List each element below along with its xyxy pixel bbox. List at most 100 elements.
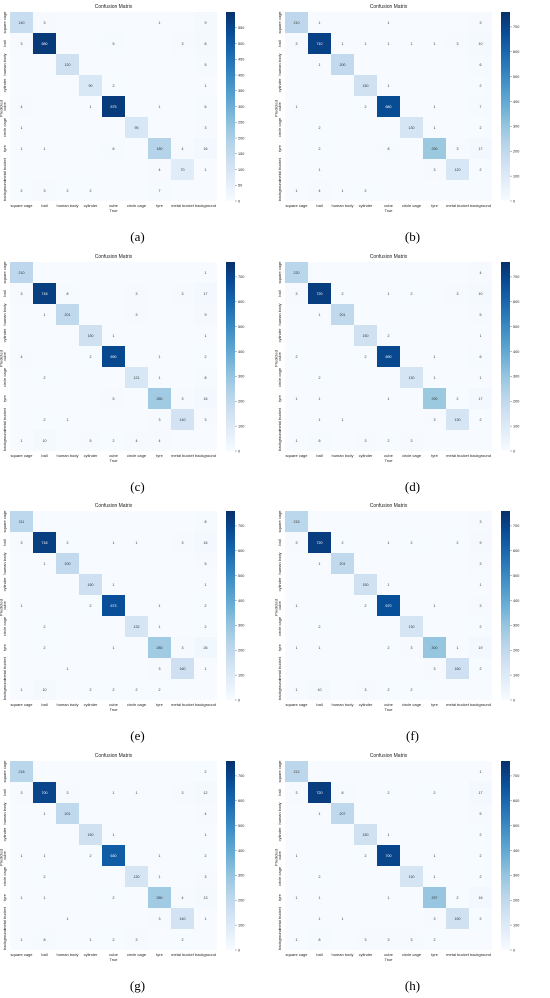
heatmap-cell [102,532,125,553]
cell-value-label: 2 [296,354,298,358]
heatmap-cell [377,781,400,803]
heatmap-cell [377,886,400,908]
heatmap-cell [171,366,194,388]
y-tick-label: human body [277,53,282,75]
y-tick-label: square cage [277,11,282,34]
cell-value-label: 8 [319,937,321,941]
heatmap-cell [285,303,308,325]
cell-value-label: 1 [342,417,344,421]
cell-value-label: 95 [135,126,139,130]
heatmap-cell [102,637,125,658]
heatmap-cell [171,802,194,824]
heatmap-cell [331,679,354,700]
heatmap-cell [33,844,56,866]
cell-value-label: 2 [113,688,115,692]
heatmap-cell [469,616,492,637]
heatmap-cell [56,75,79,96]
heatmap-cell [10,366,33,388]
heatmap-cell [423,553,446,574]
x-tick-label: circle cage [127,203,147,208]
heatmap-cell [469,387,492,409]
heatmap-cell [125,844,148,866]
heatmap-cell [446,532,469,553]
heatmap-cell [79,75,102,96]
heatmap-cell [194,159,217,180]
heatmap-cell [33,261,56,283]
heatmap-cell [194,324,217,346]
y-axis-label: Predicted [0,100,4,117]
heatmap-cell [102,117,125,138]
heatmap-cell [171,658,194,679]
cell-value-label: 3 [434,916,436,920]
heatmap-cell [400,303,423,325]
x-tick-label: tyre [156,203,163,208]
heatmap-cell [469,33,492,54]
cell-value-label: 1 [44,853,46,857]
x-tick-label: human body [331,952,353,957]
heatmap-cell [79,511,102,532]
heatmap-cell [148,159,171,180]
cell-value-label: 2 [365,105,367,109]
heatmap-cell [354,886,377,908]
cell-value-label: 1 [296,895,298,899]
heatmap-cell [285,261,308,283]
confusion-matrix-panel: Confusion Matrix 210 1 3 718 8 3 3 17 1 201 3 9 150 1 1… [0,250,275,500]
cell-value-label: 160 [180,667,186,671]
cell-value-label: 150 [363,84,369,88]
cell-value-label: 2 [44,417,46,421]
heatmap-cell [125,96,148,117]
heatmap-cell [56,553,79,574]
heatmap-cell [308,823,331,845]
x-tick-label: ball [41,702,47,707]
cell-value-label: 2 [67,189,69,193]
cell-value-label: 1 [113,832,115,836]
heatmap-cell [171,54,194,75]
heatmap-cell [194,574,217,595]
x-tick-label: human body [56,453,78,458]
heatmap-cell [194,823,217,845]
heatmap-cell [331,117,354,138]
cell-value-label: 2 [365,853,367,857]
y-tick-label: circle cage [277,866,282,886]
heatmap-cell [285,616,308,637]
heatmap-cell [33,886,56,908]
cell-value-label: 3 [182,646,184,650]
heatmap-cell [377,679,400,700]
heatmap-cell [56,408,79,430]
cell-value-label: 1 [44,811,46,815]
heatmap-cell [33,679,56,700]
heatmap-cell [285,823,308,845]
heatmap-cell [171,180,194,201]
heatmap-cell [171,553,194,574]
heatmap-cell [446,429,469,451]
heatmap-cell [469,180,492,201]
heatmap-cell [285,802,308,824]
cell-value-label: 130 [409,375,415,379]
subfigure-label: (c) [130,478,145,494]
heatmap-cell [56,616,79,637]
heatmap-cell [377,616,400,637]
cell-value-label: 130 [409,625,415,629]
subfigure-label: (e) [130,728,145,743]
colorbar-tick-label: 700 [513,275,519,279]
heatmap-cell [148,345,171,367]
cell-value-label: 5 [205,562,207,566]
cell-value-label: 3 [457,147,459,151]
heatmap-cell [285,282,308,304]
heatmap-cell [56,658,79,679]
heatmap-cell [469,532,492,553]
colorbar-tick-label: 250 [238,121,244,125]
cell-value-label: 1 [159,375,161,379]
y-tick-label: ball [2,40,7,46]
heatmap-cell [377,511,400,532]
heatmap-cell [354,303,377,325]
cell-value-label: 2 [388,688,390,692]
heatmap-cell [125,12,148,33]
y-tick-label: background [2,430,7,451]
cell-value-label: 2 [411,541,413,545]
x-tick-label: background [195,203,216,208]
x-tick-label: cube [384,952,393,957]
heatmap-cell [10,324,33,346]
colorbar-tick-label: 350 [238,89,244,93]
heatmap-cell [148,261,171,283]
